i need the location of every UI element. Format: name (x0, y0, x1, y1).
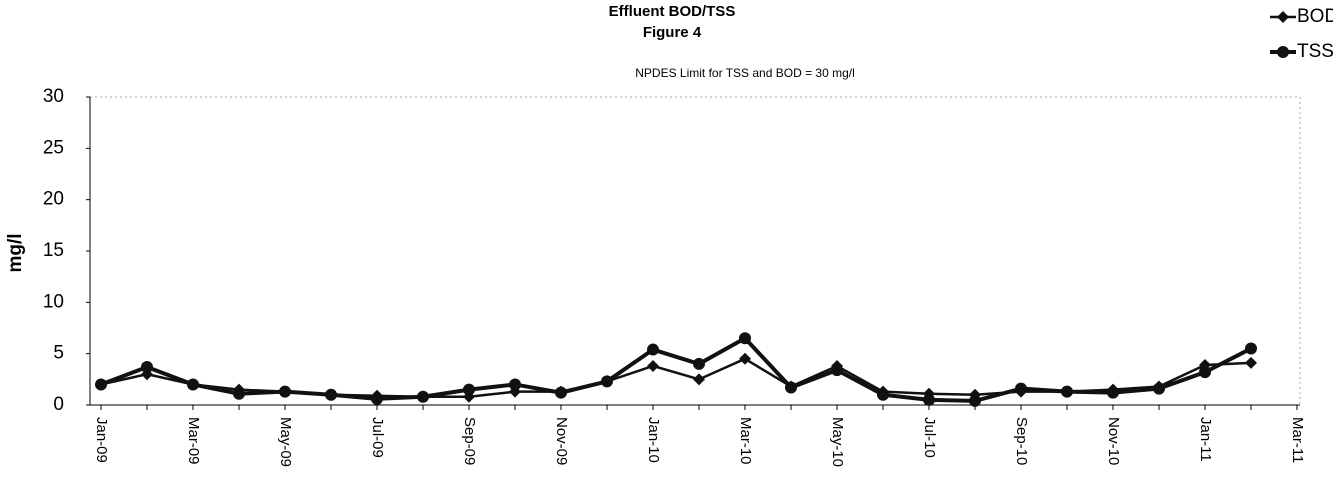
data-point (831, 364, 843, 377)
y-tick-label: 5 (53, 343, 64, 364)
annotation: NPDES Limit for TSS and BOD = 30 mg/l (635, 66, 855, 80)
data-point (1245, 356, 1257, 369)
data-point (141, 361, 153, 374)
data-point (601, 375, 613, 388)
data-point (1153, 382, 1165, 395)
data-point (739, 332, 751, 345)
data-point (693, 357, 705, 370)
x-tick-label: Jan-09 (93, 417, 110, 463)
chart-title: Effluent BOD/TSS (609, 3, 736, 20)
data-point (1061, 385, 1073, 398)
data-point (969, 394, 981, 407)
legend-label: BOD (1297, 6, 1333, 27)
data-point (463, 383, 475, 396)
data-point (1107, 386, 1119, 399)
y-tick-label: 10 (43, 291, 64, 312)
data-point (95, 378, 107, 391)
x-tick-label: Sep-10 (1013, 417, 1030, 465)
y-axis-title: mg/l (5, 233, 26, 272)
data-point (509, 378, 521, 391)
chart-subtitle: Figure 4 (643, 24, 702, 41)
x-tick-label: Nov-10 (1105, 417, 1122, 465)
data-point (647, 343, 659, 356)
x-tick-label: Mar-11 (1289, 417, 1306, 463)
data-point (785, 381, 797, 394)
data-point (1015, 382, 1027, 395)
x-tick-label: May-10 (829, 417, 846, 467)
plot-border (89, 96, 1301, 406)
x-tick-label: Nov-09 (553, 417, 570, 465)
data-point (233, 387, 245, 400)
y-tick-label: 0 (53, 394, 64, 415)
y-tick-label: 20 (43, 189, 64, 210)
data-point (647, 359, 659, 372)
x-tick-label: Sep-09 (461, 417, 478, 465)
data-point (279, 385, 291, 398)
data-point (739, 352, 751, 365)
x-tick-label: Jan-10 (645, 417, 662, 463)
x-tick-label: May-09 (277, 417, 294, 467)
y-tick-label: 30 (43, 86, 64, 107)
legend-label: TSS (1297, 41, 1333, 62)
data-point (325, 388, 337, 401)
x-tick-label: Jul-10 (921, 417, 938, 458)
data-point (371, 392, 383, 405)
y-tick-label: 25 (43, 137, 64, 158)
legend: BOD TSS (1270, 6, 1333, 62)
y-tick-label: 15 (43, 240, 64, 261)
data-point (1245, 342, 1257, 355)
x-tick-label: Jul-09 (369, 417, 386, 458)
x-tick-label: Mar-10 (737, 417, 754, 465)
data-point (923, 393, 935, 406)
data-point (693, 373, 705, 386)
legend-marker (1277, 46, 1289, 58)
data-point (417, 390, 429, 403)
data-point (187, 378, 199, 391)
data-point (877, 388, 889, 401)
legend-marker (1277, 11, 1289, 23)
series-line (100, 335, 1252, 403)
data-point (1199, 366, 1211, 379)
data-point (555, 386, 567, 399)
x-tick-label: Mar-09 (185, 417, 202, 465)
x-tick-label: Jan-11 (1197, 417, 1214, 462)
